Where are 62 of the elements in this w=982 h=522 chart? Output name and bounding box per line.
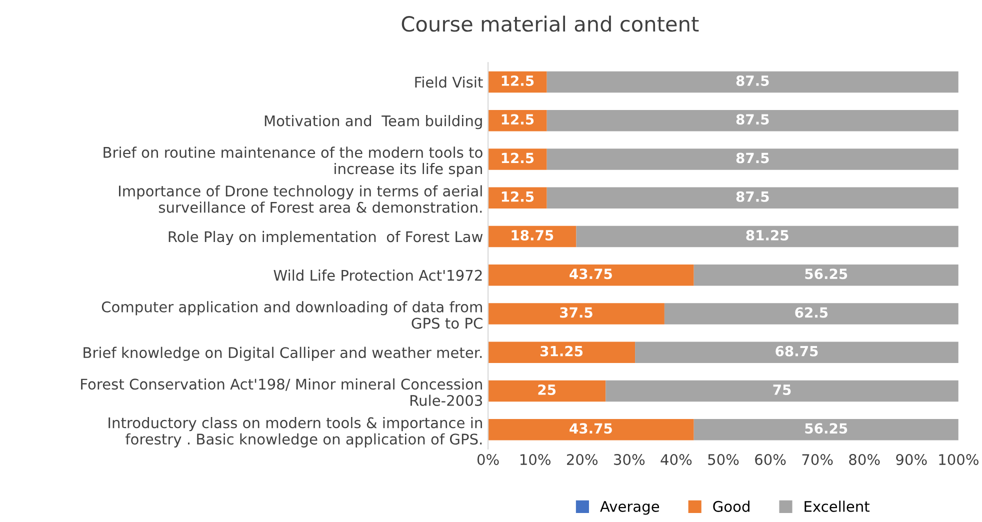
data-label: 87.5	[736, 191, 769, 202]
x-tick-label: 60%	[755, 454, 786, 466]
data-label: 87.5	[736, 114, 769, 125]
x-tick-label: 50%	[708, 454, 739, 466]
data-label: 43.75	[570, 423, 612, 434]
data-label: 12.5	[502, 114, 534, 125]
data-label: 68.75	[776, 346, 818, 356]
bar	[664, 303, 958, 324]
data-label: 25	[538, 384, 556, 396]
x-tick-label: 20%	[566, 454, 598, 466]
x-tick-label: 10%	[520, 454, 550, 466]
data-label: 87.5	[736, 75, 769, 86]
y-tick-label: Forest Conservation Act'198/ Minor mineral Concession Rule-2003	[81, 378, 482, 406]
y-tick-label: Field Visit	[415, 76, 483, 88]
data-label: 81.25	[746, 230, 788, 240]
bar	[488, 303, 664, 324]
bar	[488, 264, 694, 286]
x-tick-label: 40%	[660, 454, 692, 466]
y-tick-label: Role Play on implementation of Forest Law	[168, 230, 483, 246]
x-tick-label: 70%	[802, 454, 833, 466]
legend-label: Excellent	[804, 500, 870, 512]
bar	[488, 148, 547, 170]
bar	[488, 187, 547, 208]
bar	[488, 342, 636, 363]
bar	[694, 418, 958, 440]
y-tick-label: Brief on routine maintenance of the modern tools to increase its life span	[104, 146, 482, 178]
data-label: 56.25	[805, 268, 848, 280]
y-tick-label: Introductory class on modern tools & importance in forestry . Basic knowledge on application of GPS.	[108, 417, 482, 448]
y-tick-label: Brief knowledge on Digital Calliper and weather meter.	[84, 346, 482, 361]
data-label: 75	[773, 384, 791, 396]
bar	[635, 342, 958, 363]
data-label: 62.5	[795, 307, 828, 318]
x-tick-label: 0%	[477, 454, 499, 466]
bar	[694, 264, 958, 286]
data-label: 18.75	[512, 230, 554, 240]
data-label: 37.5	[560, 307, 592, 318]
x-tick-label: 90%	[896, 454, 927, 466]
bar	[546, 110, 958, 132]
bar	[546, 187, 958, 208]
bar	[576, 226, 958, 248]
chart-title: Course material and content	[402, 16, 699, 32]
x-tick-label: 100%	[939, 454, 978, 466]
x-tick-label: 30%	[614, 454, 645, 466]
bar	[606, 380, 958, 402]
data-label: 12.5	[502, 191, 534, 202]
y-tick-label: Wild Life Protection Act'1972	[274, 270, 482, 281]
bar	[546, 148, 958, 170]
data-label: 12.5	[502, 75, 534, 86]
y-tick-label: Computer application and downloading of data from GPS to PC	[102, 301, 482, 329]
x-tick-label: 80%	[849, 454, 880, 466]
y-tick-label: Importance of Drone technology in terms of aerial surveillance of Forest area & demonstration.	[119, 185, 482, 213]
data-label: 43.75	[570, 268, 612, 280]
data-label: 87.5	[736, 152, 769, 164]
data-label: 31.25	[540, 346, 583, 356]
legend-label: Good	[713, 500, 750, 512]
y-tick-label: Motivation and Team building	[264, 115, 482, 130]
bar	[488, 380, 606, 402]
data-label: 12.5	[502, 152, 534, 164]
bar	[488, 418, 694, 440]
legend-label: Average	[600, 501, 660, 515]
data-label: 56.25	[805, 423, 848, 434]
bar	[546, 71, 958, 93]
